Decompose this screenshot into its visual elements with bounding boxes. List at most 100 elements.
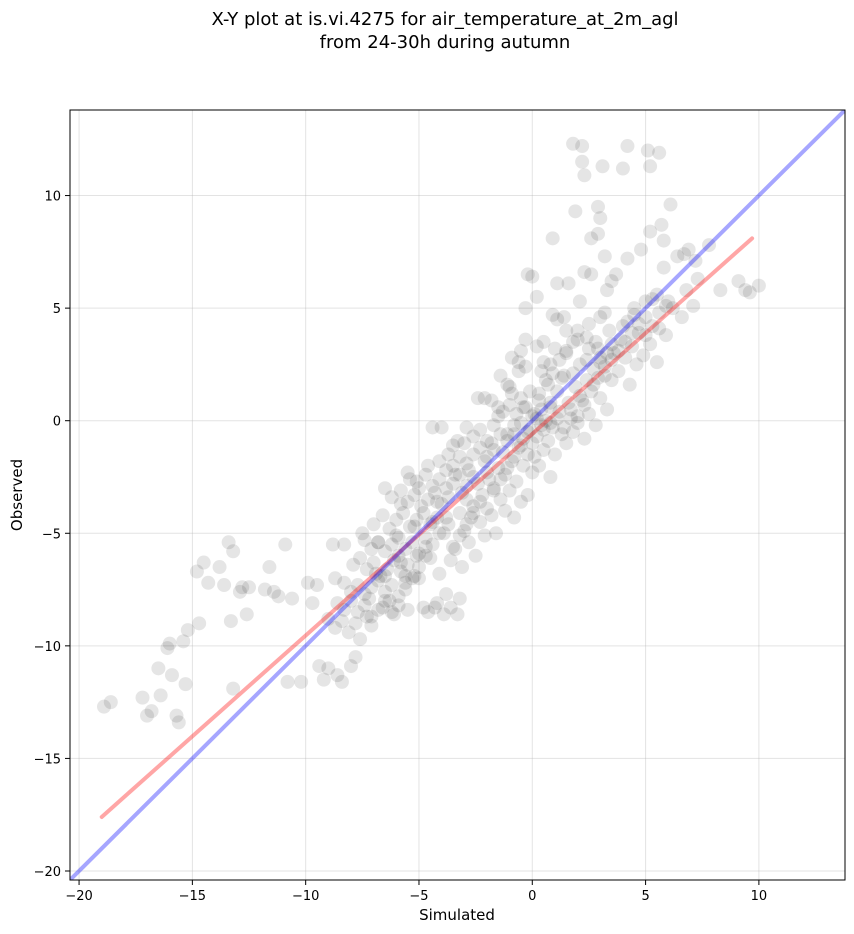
data-point xyxy=(312,659,327,674)
data-point xyxy=(638,310,653,325)
data-point xyxy=(445,476,460,491)
data-point xyxy=(509,474,524,489)
data-point xyxy=(387,553,402,568)
data-point xyxy=(502,483,517,498)
data-point xyxy=(738,283,753,298)
data-point xyxy=(486,481,501,496)
y-tick-label: −15 xyxy=(34,752,61,767)
data-point xyxy=(527,406,542,421)
data-point xyxy=(566,366,581,381)
data-point xyxy=(321,661,336,676)
data-point xyxy=(321,611,336,626)
data-point xyxy=(634,242,649,257)
data-point xyxy=(518,332,533,347)
data-point xyxy=(529,411,544,426)
data-point xyxy=(348,650,363,665)
data-point xyxy=(266,584,281,599)
data-point xyxy=(341,625,356,640)
data-point xyxy=(557,420,572,435)
data-point xyxy=(391,548,406,563)
data-point xyxy=(629,357,644,372)
data-point xyxy=(473,494,488,509)
data-point xyxy=(572,357,587,372)
data-point xyxy=(536,355,551,370)
data-point xyxy=(611,364,626,379)
data-point xyxy=(604,337,619,352)
data-point xyxy=(300,575,315,590)
data-point xyxy=(559,323,574,338)
data-point xyxy=(588,418,603,433)
data-point xyxy=(513,415,528,430)
data-point xyxy=(502,379,517,394)
data-point xyxy=(459,478,474,493)
data-point xyxy=(330,668,345,683)
data-point xyxy=(649,287,664,302)
data-point xyxy=(593,391,608,406)
data-point xyxy=(226,544,241,559)
data-point xyxy=(579,330,594,345)
data-point xyxy=(604,373,619,388)
data-point xyxy=(411,571,426,586)
data-point xyxy=(418,539,433,554)
data-point xyxy=(665,301,680,316)
data-point xyxy=(445,438,460,453)
data-point xyxy=(638,294,653,309)
data-point xyxy=(400,602,415,617)
data-point xyxy=(588,334,603,349)
data-point xyxy=(493,427,508,442)
data-point xyxy=(448,467,463,482)
data-point xyxy=(441,490,456,505)
data-point xyxy=(577,397,592,412)
data-point xyxy=(513,494,528,509)
data-point xyxy=(479,433,494,448)
data-point xyxy=(624,339,639,354)
data-point xyxy=(486,418,501,433)
data-point xyxy=(430,494,445,509)
data-point xyxy=(380,562,395,577)
data-point xyxy=(543,357,558,372)
data-point xyxy=(355,526,370,541)
data-point xyxy=(523,422,538,437)
data-point xyxy=(432,472,447,487)
data-point xyxy=(590,226,605,241)
data-point xyxy=(418,467,433,482)
data-point xyxy=(566,334,581,349)
data-point xyxy=(520,447,535,462)
data-point xyxy=(513,343,528,358)
data-point xyxy=(346,557,361,572)
data-point xyxy=(416,600,431,615)
data-point xyxy=(430,510,445,525)
data-point xyxy=(677,247,692,262)
data-point xyxy=(459,456,474,471)
data-point xyxy=(529,339,544,354)
data-point xyxy=(545,366,560,381)
data-point xyxy=(654,217,669,232)
data-point xyxy=(545,231,560,246)
data-point xyxy=(221,535,236,550)
data-point xyxy=(661,294,676,309)
data-point xyxy=(532,393,547,408)
x-tick-label: 0 xyxy=(528,889,536,904)
data-point xyxy=(504,386,519,401)
data-point xyxy=(310,578,325,593)
data-point xyxy=(466,506,481,521)
data-point xyxy=(461,535,476,550)
data-point xyxy=(652,321,667,336)
data-point xyxy=(441,517,456,532)
data-point xyxy=(618,350,633,365)
data-point xyxy=(504,454,519,469)
data-point xyxy=(439,510,454,525)
data-point xyxy=(96,699,111,714)
data-point xyxy=(507,418,522,433)
data-point xyxy=(529,429,544,444)
data-point xyxy=(475,488,490,502)
data-point xyxy=(484,508,499,523)
data-point xyxy=(731,274,746,289)
data-point xyxy=(620,139,635,154)
data-point xyxy=(624,325,639,340)
data-point xyxy=(575,154,590,169)
data-point xyxy=(561,395,576,410)
data-point xyxy=(536,422,551,437)
data-point xyxy=(493,368,508,383)
data-point xyxy=(498,467,513,482)
